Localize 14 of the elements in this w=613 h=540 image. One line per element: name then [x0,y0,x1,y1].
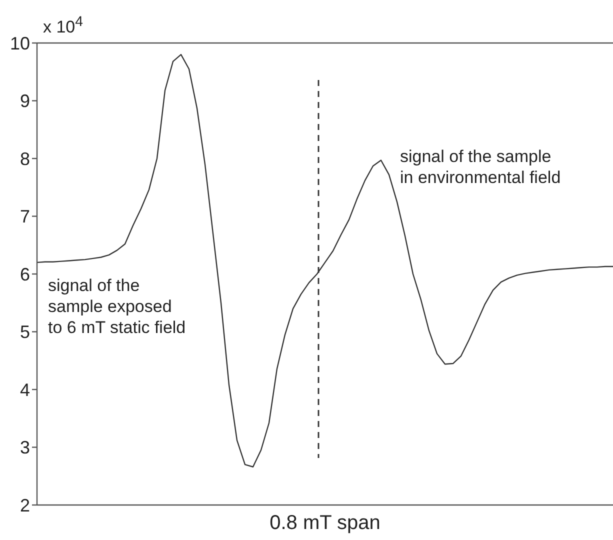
annotation: signal of the sample in environmental field [400,146,561,188]
y-tick-label: 5 [20,322,30,342]
y-tick-label: 9 [20,91,30,112]
y-tick-label: 10 [10,33,30,54]
annotation: signal of the sample exposed to 6 mT static field [48,275,186,338]
y-tick-label: 7 [20,206,30,227]
y-tick-label: 8 [20,148,30,169]
line-series [37,54,613,468]
y-tick-label: 4 [20,380,30,400]
y-tick-label: 2 [20,495,30,516]
y-tick-label: 6 [20,264,30,284]
x-axis-title: 0.8 mT span [268,511,382,535]
y-tick-label: 3 [20,438,30,458]
text: x 10$^{4}$ [43,13,84,38]
